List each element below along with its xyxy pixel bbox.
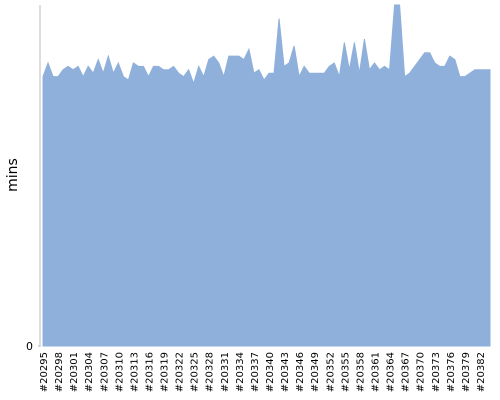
x-tick-label: #20313 <box>129 352 140 392</box>
x-tick-label: #20301 <box>69 352 80 392</box>
x-tick-label: #20379 <box>461 352 472 392</box>
x-tick-label: #20358 <box>355 352 366 392</box>
x-tick-label: #20334 <box>235 352 246 392</box>
x-tick-label: #20340 <box>265 352 276 392</box>
x-tick-label: #20364 <box>386 352 397 392</box>
x-tick-label: #20349 <box>310 352 321 392</box>
x-tick-label: #20376 <box>446 352 457 392</box>
x-tick-label: #20310 <box>114 352 125 392</box>
y-axis-label: mins <box>5 158 21 192</box>
x-tick-label: #20331 <box>220 352 231 392</box>
x-tick-label: #20337 <box>250 352 261 392</box>
y-tick-label: 0 <box>26 340 33 353</box>
x-tick-label: #20325 <box>190 352 201 392</box>
x-tick-label: #20304 <box>84 352 95 392</box>
area <box>42 4 491 347</box>
x-tick-label: #20295 <box>39 352 50 392</box>
x-tick-label: #20373 <box>431 352 442 392</box>
x-tick-label: #20355 <box>340 352 351 392</box>
x-tick-label: #20328 <box>205 352 216 392</box>
x-tick-label: #20361 <box>370 352 381 392</box>
x-tick-label: #20319 <box>160 352 171 392</box>
x-tick-label: #20346 <box>295 352 306 392</box>
x-tick-label: #20343 <box>280 352 291 392</box>
x-tick-label: #20322 <box>175 352 186 392</box>
x-tick-label: #20382 <box>476 352 487 392</box>
x-tick-label: #20307 <box>99 352 110 392</box>
x-tick-label: #20316 <box>144 352 155 392</box>
x-tick-label: #20298 <box>54 352 65 392</box>
x-tick-label: #20367 <box>401 352 412 392</box>
x-tick-label: #20352 <box>325 352 336 392</box>
x-tick-label: #20370 <box>416 352 427 392</box>
